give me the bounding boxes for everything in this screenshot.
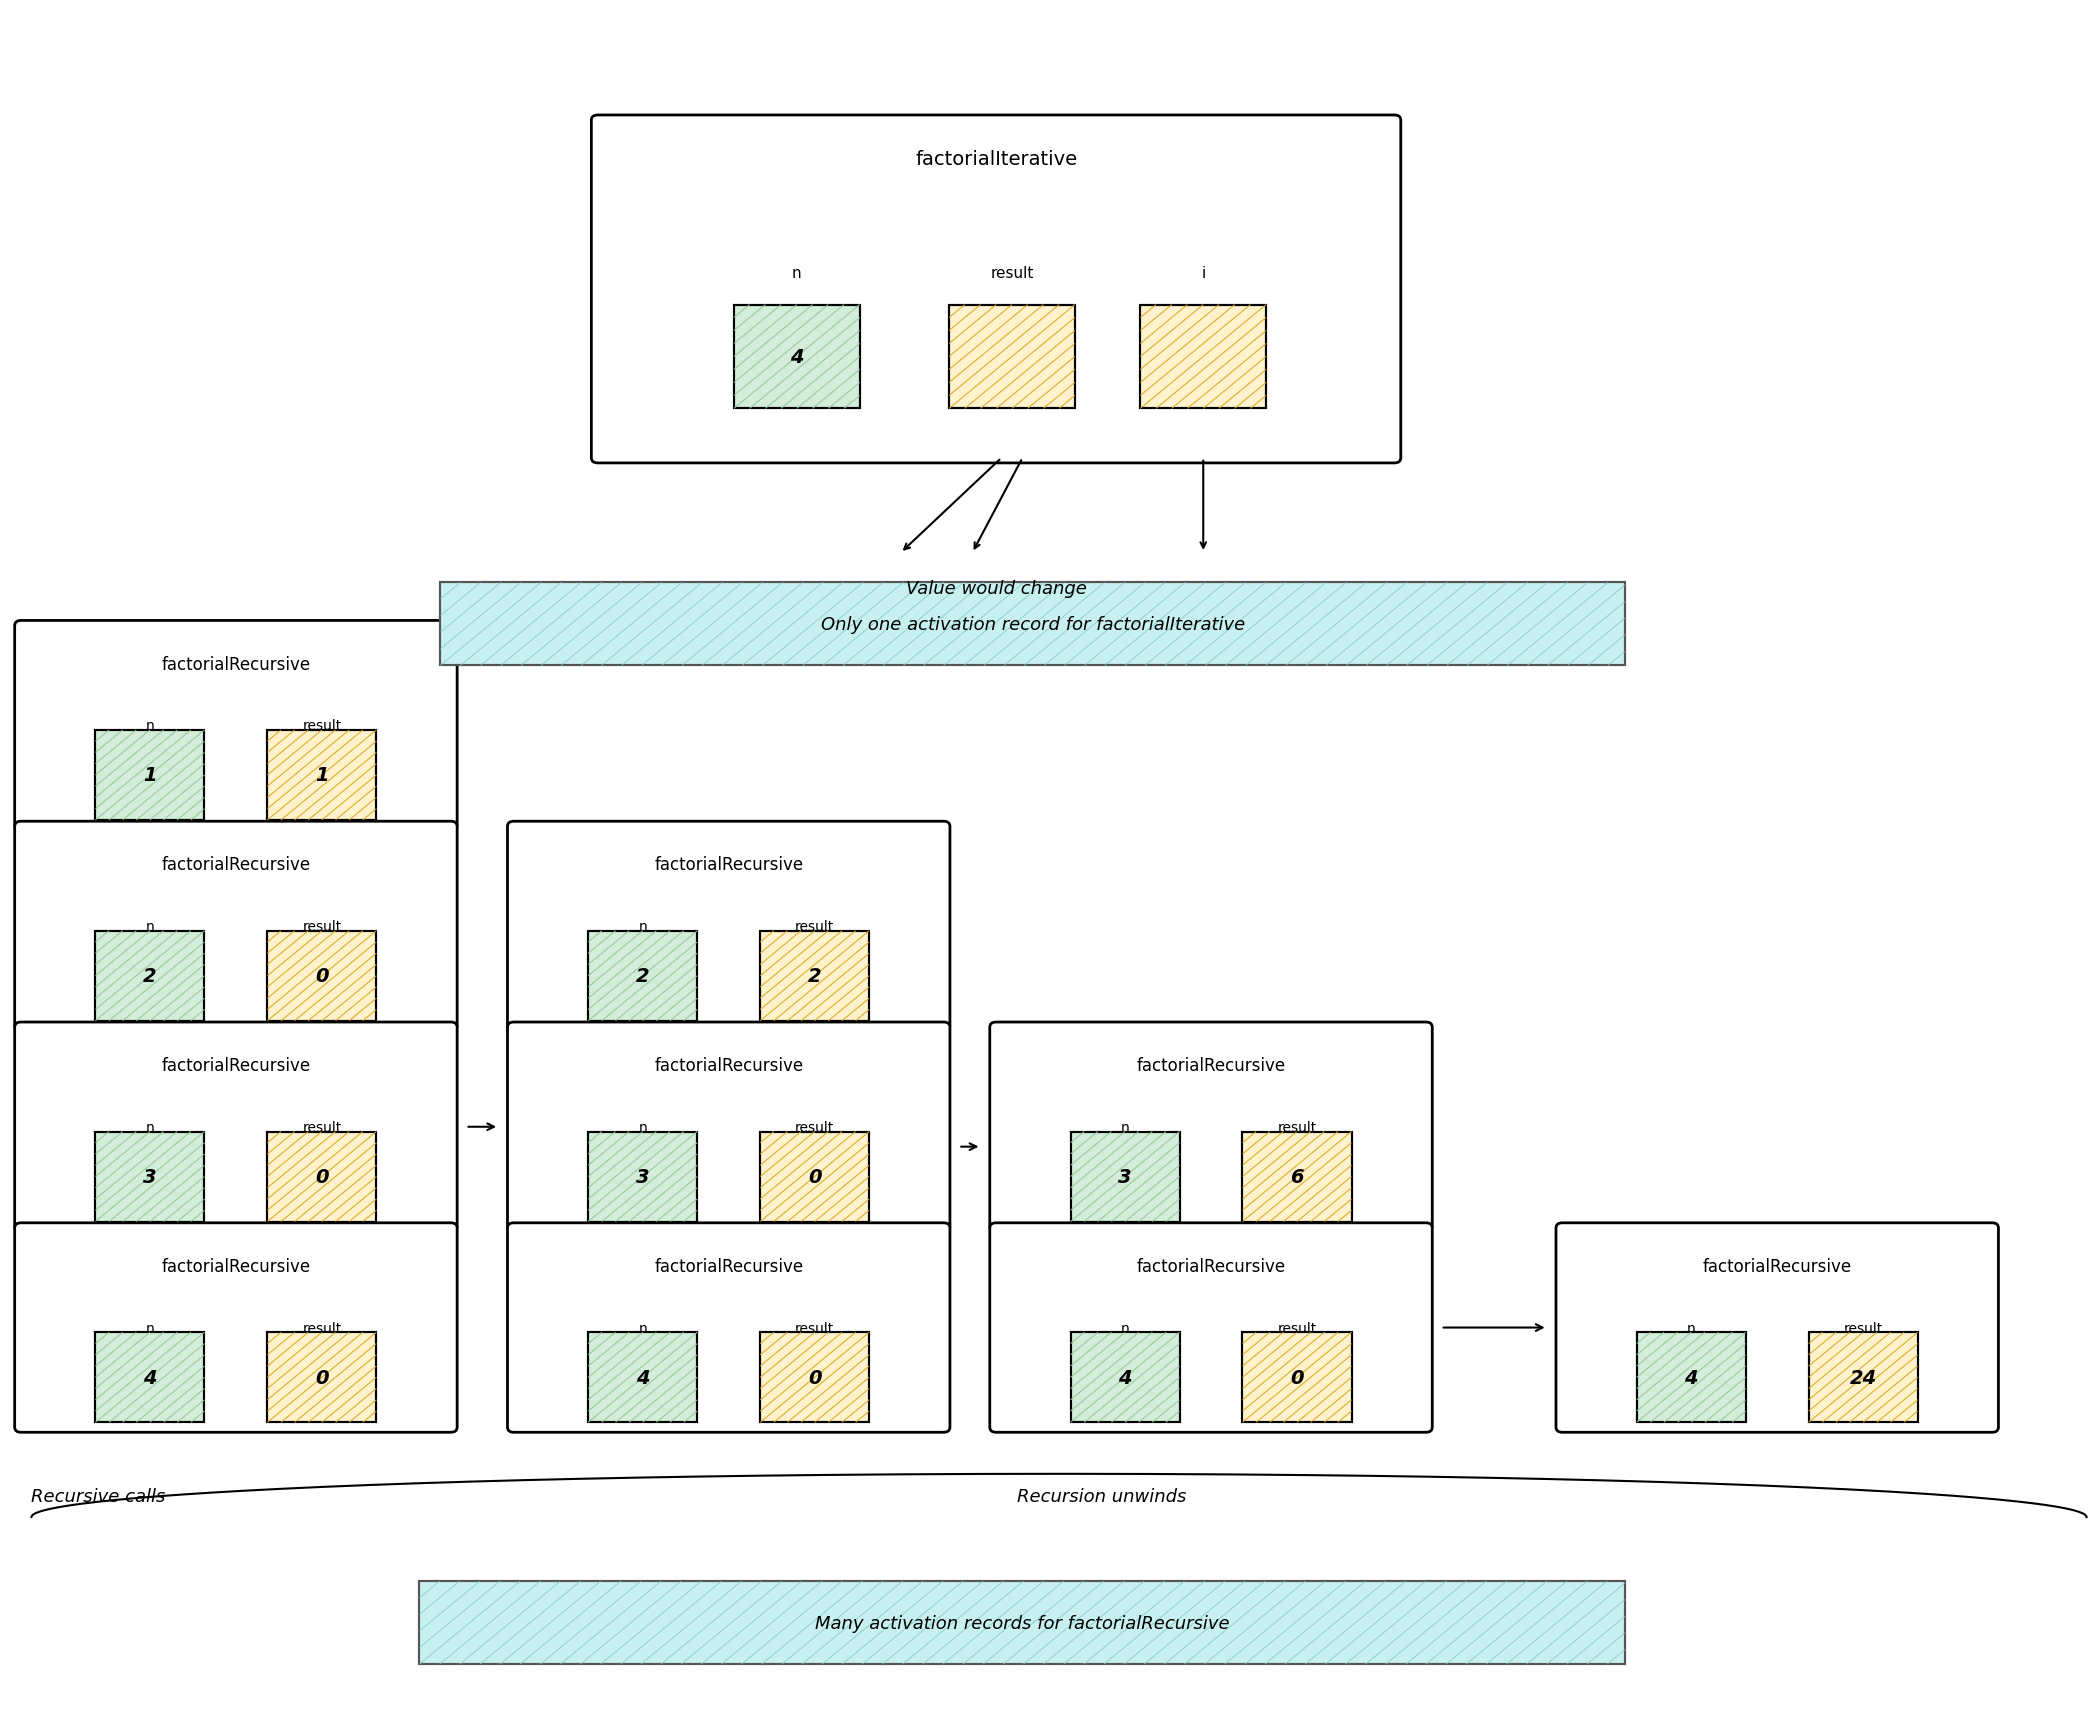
FancyBboxPatch shape	[759, 1332, 868, 1422]
Text: 4: 4	[1118, 1368, 1132, 1387]
FancyBboxPatch shape	[419, 1581, 1625, 1664]
Text: factorialRecursive: factorialRecursive	[1703, 1258, 1852, 1275]
Text: n: n	[793, 265, 801, 280]
Text: 24: 24	[1850, 1368, 1877, 1387]
Text: 3: 3	[1118, 1168, 1132, 1187]
FancyBboxPatch shape	[990, 1022, 1432, 1232]
Text: Many activation records for factorialRecursive: Many activation records for factorialRec…	[816, 1614, 1229, 1631]
FancyBboxPatch shape	[759, 931, 868, 1021]
FancyBboxPatch shape	[734, 306, 860, 410]
Text: 0: 0	[807, 1368, 822, 1387]
FancyBboxPatch shape	[1141, 306, 1267, 410]
Text: factorialRecursive: factorialRecursive	[654, 1258, 803, 1275]
Text: result: result	[302, 1119, 342, 1135]
Text: factorialRecursive: factorialRecursive	[1137, 1057, 1285, 1074]
FancyBboxPatch shape	[1069, 1332, 1179, 1422]
Text: result: result	[795, 1320, 835, 1336]
FancyBboxPatch shape	[268, 1131, 377, 1221]
Text: result: result	[302, 1320, 342, 1336]
Text: 0: 0	[315, 1168, 329, 1187]
FancyBboxPatch shape	[587, 1332, 696, 1422]
FancyBboxPatch shape	[96, 1131, 206, 1221]
Text: n: n	[145, 919, 155, 934]
Text: Recursion unwinds: Recursion unwinds	[1017, 1488, 1187, 1505]
FancyBboxPatch shape	[96, 730, 206, 820]
Text: factorialRecursive: factorialRecursive	[1137, 1258, 1285, 1275]
Text: n: n	[145, 1119, 155, 1135]
Text: result: result	[1277, 1119, 1317, 1135]
Text: n: n	[637, 1320, 648, 1336]
FancyBboxPatch shape	[268, 730, 377, 820]
Text: 1: 1	[143, 766, 157, 785]
FancyBboxPatch shape	[950, 306, 1076, 410]
Text: 0: 0	[315, 1368, 329, 1387]
Text: result: result	[795, 919, 835, 934]
Text: n: n	[1120, 1320, 1130, 1336]
Text: 2: 2	[807, 967, 822, 986]
Text: 2: 2	[635, 967, 650, 986]
FancyBboxPatch shape	[507, 1022, 950, 1232]
Text: i: i	[1202, 265, 1206, 280]
FancyBboxPatch shape	[1808, 1332, 1917, 1422]
Text: 0: 0	[315, 967, 329, 986]
FancyBboxPatch shape	[15, 1223, 457, 1432]
FancyBboxPatch shape	[1556, 1223, 1998, 1432]
Text: 1: 1	[315, 766, 329, 785]
Text: n: n	[145, 718, 155, 734]
Text: result: result	[302, 919, 342, 934]
FancyBboxPatch shape	[268, 931, 377, 1021]
Text: 2: 2	[143, 967, 157, 986]
Text: n: n	[637, 919, 648, 934]
Text: 3: 3	[635, 1168, 650, 1187]
FancyBboxPatch shape	[1241, 1131, 1350, 1221]
Text: result: result	[795, 1119, 835, 1135]
Text: Value would change: Value would change	[906, 580, 1086, 597]
Text: Recursive calls: Recursive calls	[31, 1488, 166, 1505]
Text: result: result	[1277, 1320, 1317, 1336]
Text: factorialRecursive: factorialRecursive	[654, 856, 803, 874]
Text: 0: 0	[1290, 1368, 1304, 1387]
FancyBboxPatch shape	[440, 583, 1625, 666]
Text: result: result	[1843, 1320, 1883, 1336]
Text: 4: 4	[791, 348, 803, 367]
FancyBboxPatch shape	[15, 621, 457, 830]
FancyBboxPatch shape	[759, 1131, 868, 1221]
Text: result: result	[302, 718, 342, 734]
FancyBboxPatch shape	[990, 1223, 1432, 1432]
Text: factorialRecursive: factorialRecursive	[161, 1258, 310, 1275]
Text: factorialRecursive: factorialRecursive	[654, 1057, 803, 1074]
Text: Only one activation record for factorialIterative: Only one activation record for factorial…	[820, 616, 1246, 633]
FancyBboxPatch shape	[591, 116, 1401, 464]
Text: n: n	[1686, 1320, 1696, 1336]
Text: factorialRecursive: factorialRecursive	[161, 656, 310, 673]
Text: 4: 4	[143, 1368, 157, 1387]
FancyBboxPatch shape	[15, 822, 457, 1031]
Text: 3: 3	[143, 1168, 157, 1187]
FancyBboxPatch shape	[1636, 1332, 1745, 1422]
Text: factorialRecursive: factorialRecursive	[161, 1057, 310, 1074]
FancyBboxPatch shape	[96, 1332, 206, 1422]
FancyBboxPatch shape	[507, 1223, 950, 1432]
Text: 6: 6	[1290, 1168, 1304, 1187]
Text: factorialIterative: factorialIterative	[914, 151, 1078, 168]
FancyBboxPatch shape	[15, 1022, 457, 1232]
FancyBboxPatch shape	[587, 1131, 696, 1221]
FancyBboxPatch shape	[1241, 1332, 1350, 1422]
Text: factorialRecursive: factorialRecursive	[161, 856, 310, 874]
FancyBboxPatch shape	[96, 931, 206, 1021]
FancyBboxPatch shape	[1069, 1131, 1179, 1221]
Text: n: n	[1120, 1119, 1130, 1135]
Text: 0: 0	[807, 1168, 822, 1187]
Text: n: n	[145, 1320, 155, 1336]
FancyBboxPatch shape	[507, 822, 950, 1031]
Text: result: result	[990, 265, 1034, 280]
Text: 4: 4	[1684, 1368, 1699, 1387]
Text: 4: 4	[635, 1368, 650, 1387]
FancyBboxPatch shape	[587, 931, 696, 1021]
FancyBboxPatch shape	[268, 1332, 377, 1422]
Text: n: n	[637, 1119, 648, 1135]
